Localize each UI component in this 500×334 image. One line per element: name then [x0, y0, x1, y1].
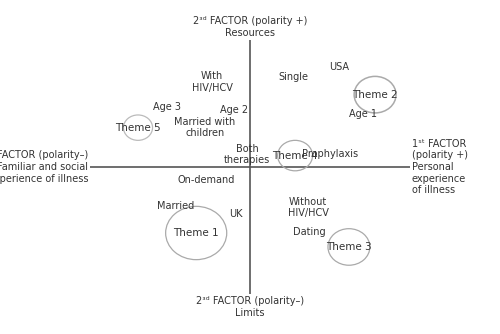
Text: Both
therapies: Both therapies [224, 144, 270, 165]
Text: 1ˢᵗ FACTOR (polarity–)
Familiar and social
experience of illness: 1ˢᵗ FACTOR (polarity–) Familiar and soci… [0, 150, 88, 184]
Text: Age 3: Age 3 [153, 102, 181, 112]
Text: Prophylaxis: Prophylaxis [302, 149, 358, 159]
Text: UK: UK [228, 209, 242, 219]
Text: 2ᶟᵈ FACTOR (polarity–)
Limits: 2ᶟᵈ FACTOR (polarity–) Limits [196, 297, 304, 318]
Text: Theme 3: Theme 3 [326, 242, 372, 252]
Text: Dating: Dating [294, 227, 326, 237]
Text: Single: Single [278, 72, 308, 82]
Text: Married: Married [157, 201, 194, 211]
Text: With
HIV/HCV: With HIV/HCV [192, 71, 232, 93]
Text: On-demand: On-demand [178, 175, 235, 185]
Text: Age 2: Age 2 [220, 105, 248, 115]
Text: 1ˢᵗ FACTOR
(polarity +)
Personal
experience
of illness: 1ˢᵗ FACTOR (polarity +) Personal experie… [412, 139, 468, 195]
Text: Married with
children: Married with children [174, 117, 236, 139]
Text: Age 1: Age 1 [350, 109, 378, 119]
Text: Theme 5: Theme 5 [115, 123, 161, 133]
Text: Theme 1: Theme 1 [174, 228, 219, 238]
Text: Without
HIV/HCV: Without HIV/HCV [288, 197, 329, 218]
Text: 2ᶟᵈ FACTOR (polarity +)
Resources: 2ᶟᵈ FACTOR (polarity +) Resources [193, 16, 307, 37]
Text: Theme 4: Theme 4 [272, 151, 318, 161]
Text: Theme 2: Theme 2 [352, 90, 398, 100]
Text: USA: USA [328, 62, 348, 72]
